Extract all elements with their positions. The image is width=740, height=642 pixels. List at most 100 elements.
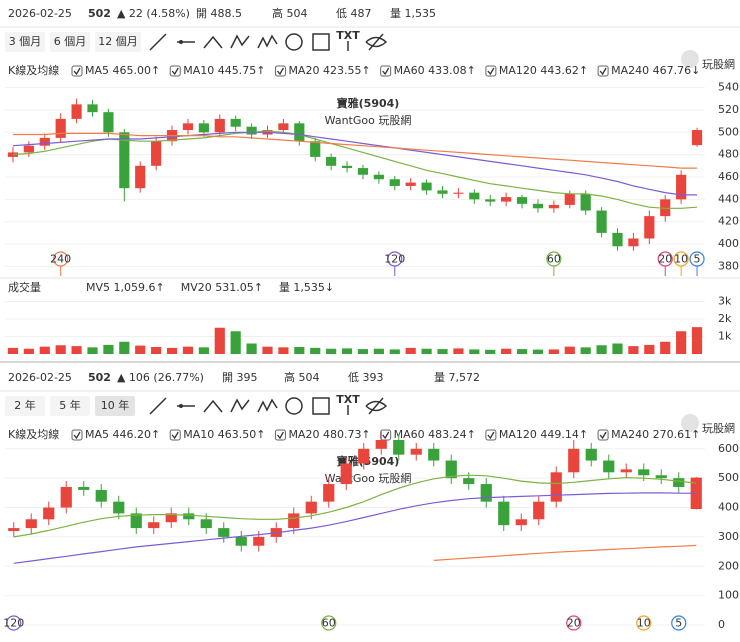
marker-circle[interactable] xyxy=(673,251,689,267)
marker-circle[interactable] xyxy=(671,615,687,631)
price: 502 xyxy=(88,371,111,384)
volume-bar xyxy=(166,347,178,354)
candle-body xyxy=(480,484,492,502)
legend-checkbox[interactable] xyxy=(485,65,497,77)
marker-circle[interactable] xyxy=(566,615,582,631)
range-label[interactable]: 5 年 xyxy=(59,398,81,412)
volume-legend-item: MV20 531.05↑ xyxy=(181,281,263,294)
candle-body xyxy=(428,448,440,461)
price-change: ▲ 22 (4.58%) xyxy=(117,7,190,20)
header-stat: 量 1,535 xyxy=(390,7,436,20)
tool-text-icon[interactable]: TXT xyxy=(336,393,360,406)
volume-bar xyxy=(341,348,353,354)
candle-body xyxy=(638,469,650,476)
legend-checkbox[interactable] xyxy=(71,429,83,441)
legend-checkbox[interactable] xyxy=(169,429,181,441)
tool-wave-icon[interactable] xyxy=(257,34,278,49)
legend-checkbox[interactable] xyxy=(597,429,609,441)
volume-tick-label: 1k xyxy=(718,330,732,343)
range-label[interactable]: 3 個月 xyxy=(9,35,42,48)
marker-label[interactable]: 10 xyxy=(637,617,651,630)
range-label[interactable]: 2 年 xyxy=(14,398,36,412)
range-button[interactable] xyxy=(5,32,45,52)
range-label[interactable]: 12 個月 xyxy=(98,35,138,48)
volume-bar xyxy=(421,348,432,354)
logo-mark xyxy=(681,414,699,432)
candle-body xyxy=(655,475,667,479)
marker-label[interactable]: 60 xyxy=(547,253,561,266)
marker-circle[interactable] xyxy=(6,615,22,631)
tool-wave-icon[interactable] xyxy=(257,398,278,413)
tool-line-icon[interactable] xyxy=(149,397,167,415)
legend-checkbox[interactable] xyxy=(597,65,609,77)
marker-label[interactable]: 120 xyxy=(3,617,24,630)
candle-body xyxy=(437,190,448,194)
volume-bar xyxy=(246,343,257,354)
tool-circle-icon[interactable] xyxy=(285,33,303,51)
tool-eye-slash xyxy=(368,33,384,51)
candle-body xyxy=(421,182,432,191)
candle-body xyxy=(568,448,580,473)
tool-angle-icon[interactable] xyxy=(203,35,223,49)
range-button[interactable] xyxy=(95,396,135,416)
range-button[interactable] xyxy=(5,396,45,416)
tool-line-icon[interactable] xyxy=(149,33,167,51)
marker-circle[interactable] xyxy=(657,251,673,267)
candle-body xyxy=(596,210,607,233)
tool-circle-icon[interactable] xyxy=(285,397,303,415)
candle-body xyxy=(230,118,241,127)
marker-label[interactable]: 240 xyxy=(50,253,71,266)
range-label[interactable]: 6 個月 xyxy=(54,35,87,48)
legend-checkbox[interactable] xyxy=(274,65,286,77)
tool-rect-icon[interactable] xyxy=(312,397,330,415)
tool-angle-icon[interactable] xyxy=(203,399,223,413)
candle-body xyxy=(501,197,512,202)
marker-label[interactable]: 20 xyxy=(567,617,581,630)
volume-bar xyxy=(310,347,321,354)
header-stat: 開 395 xyxy=(222,371,258,384)
marker-circle[interactable] xyxy=(546,251,562,267)
legend-check xyxy=(487,67,495,76)
legend-checkbox[interactable] xyxy=(380,65,392,77)
marker-label[interactable]: 20 xyxy=(658,253,672,266)
candle-body xyxy=(71,104,82,119)
marker-circle[interactable] xyxy=(689,251,705,267)
legend-checkbox[interactable] xyxy=(274,429,286,441)
marker-circle[interactable] xyxy=(387,251,403,267)
candle-body xyxy=(358,448,370,464)
tool-hline-dot xyxy=(179,404,183,408)
y-tick-label: 400 xyxy=(718,501,739,514)
tool-text-icon[interactable]: TXT xyxy=(336,29,360,42)
legend-checkbox[interactable] xyxy=(380,429,392,441)
range-button[interactable] xyxy=(95,32,141,52)
volume-bar xyxy=(230,331,241,354)
volume-bar xyxy=(485,349,496,354)
tool-pattern-icon[interactable] xyxy=(230,34,250,49)
y-tick-label: 420 xyxy=(718,215,739,228)
marker-label[interactable]: 120 xyxy=(384,253,405,266)
legend-item: MA120 449.14↑ xyxy=(499,428,588,441)
candle-body xyxy=(214,118,225,133)
marker-label[interactable]: 60 xyxy=(322,617,336,630)
marker-label[interactable]: 5 xyxy=(675,617,682,630)
marker-circle[interactable] xyxy=(53,251,69,267)
marker-circle[interactable] xyxy=(636,615,652,631)
tool-pattern-icon[interactable] xyxy=(230,398,250,413)
volume-bar xyxy=(278,347,289,354)
volume-legend-item: MV5 1,059.6↑ xyxy=(86,281,165,294)
marker-label[interactable]: 10 xyxy=(674,253,688,266)
marker-circle[interactable] xyxy=(321,615,337,631)
y-tick-label: 100 xyxy=(718,589,739,602)
header-stat: 低 487 xyxy=(336,7,372,20)
range-button[interactable] xyxy=(50,32,90,52)
legend-checkbox[interactable] xyxy=(71,65,83,77)
tool-rect-icon[interactable] xyxy=(312,33,330,51)
marker-label[interactable]: 5 xyxy=(694,253,701,266)
range-label[interactable]: 10 年 xyxy=(101,398,130,412)
legend-checkbox[interactable] xyxy=(485,429,497,441)
range-button[interactable] xyxy=(50,396,90,416)
volume-bar xyxy=(580,347,591,354)
legend-checkbox[interactable] xyxy=(169,65,181,77)
candle-body xyxy=(103,112,114,133)
